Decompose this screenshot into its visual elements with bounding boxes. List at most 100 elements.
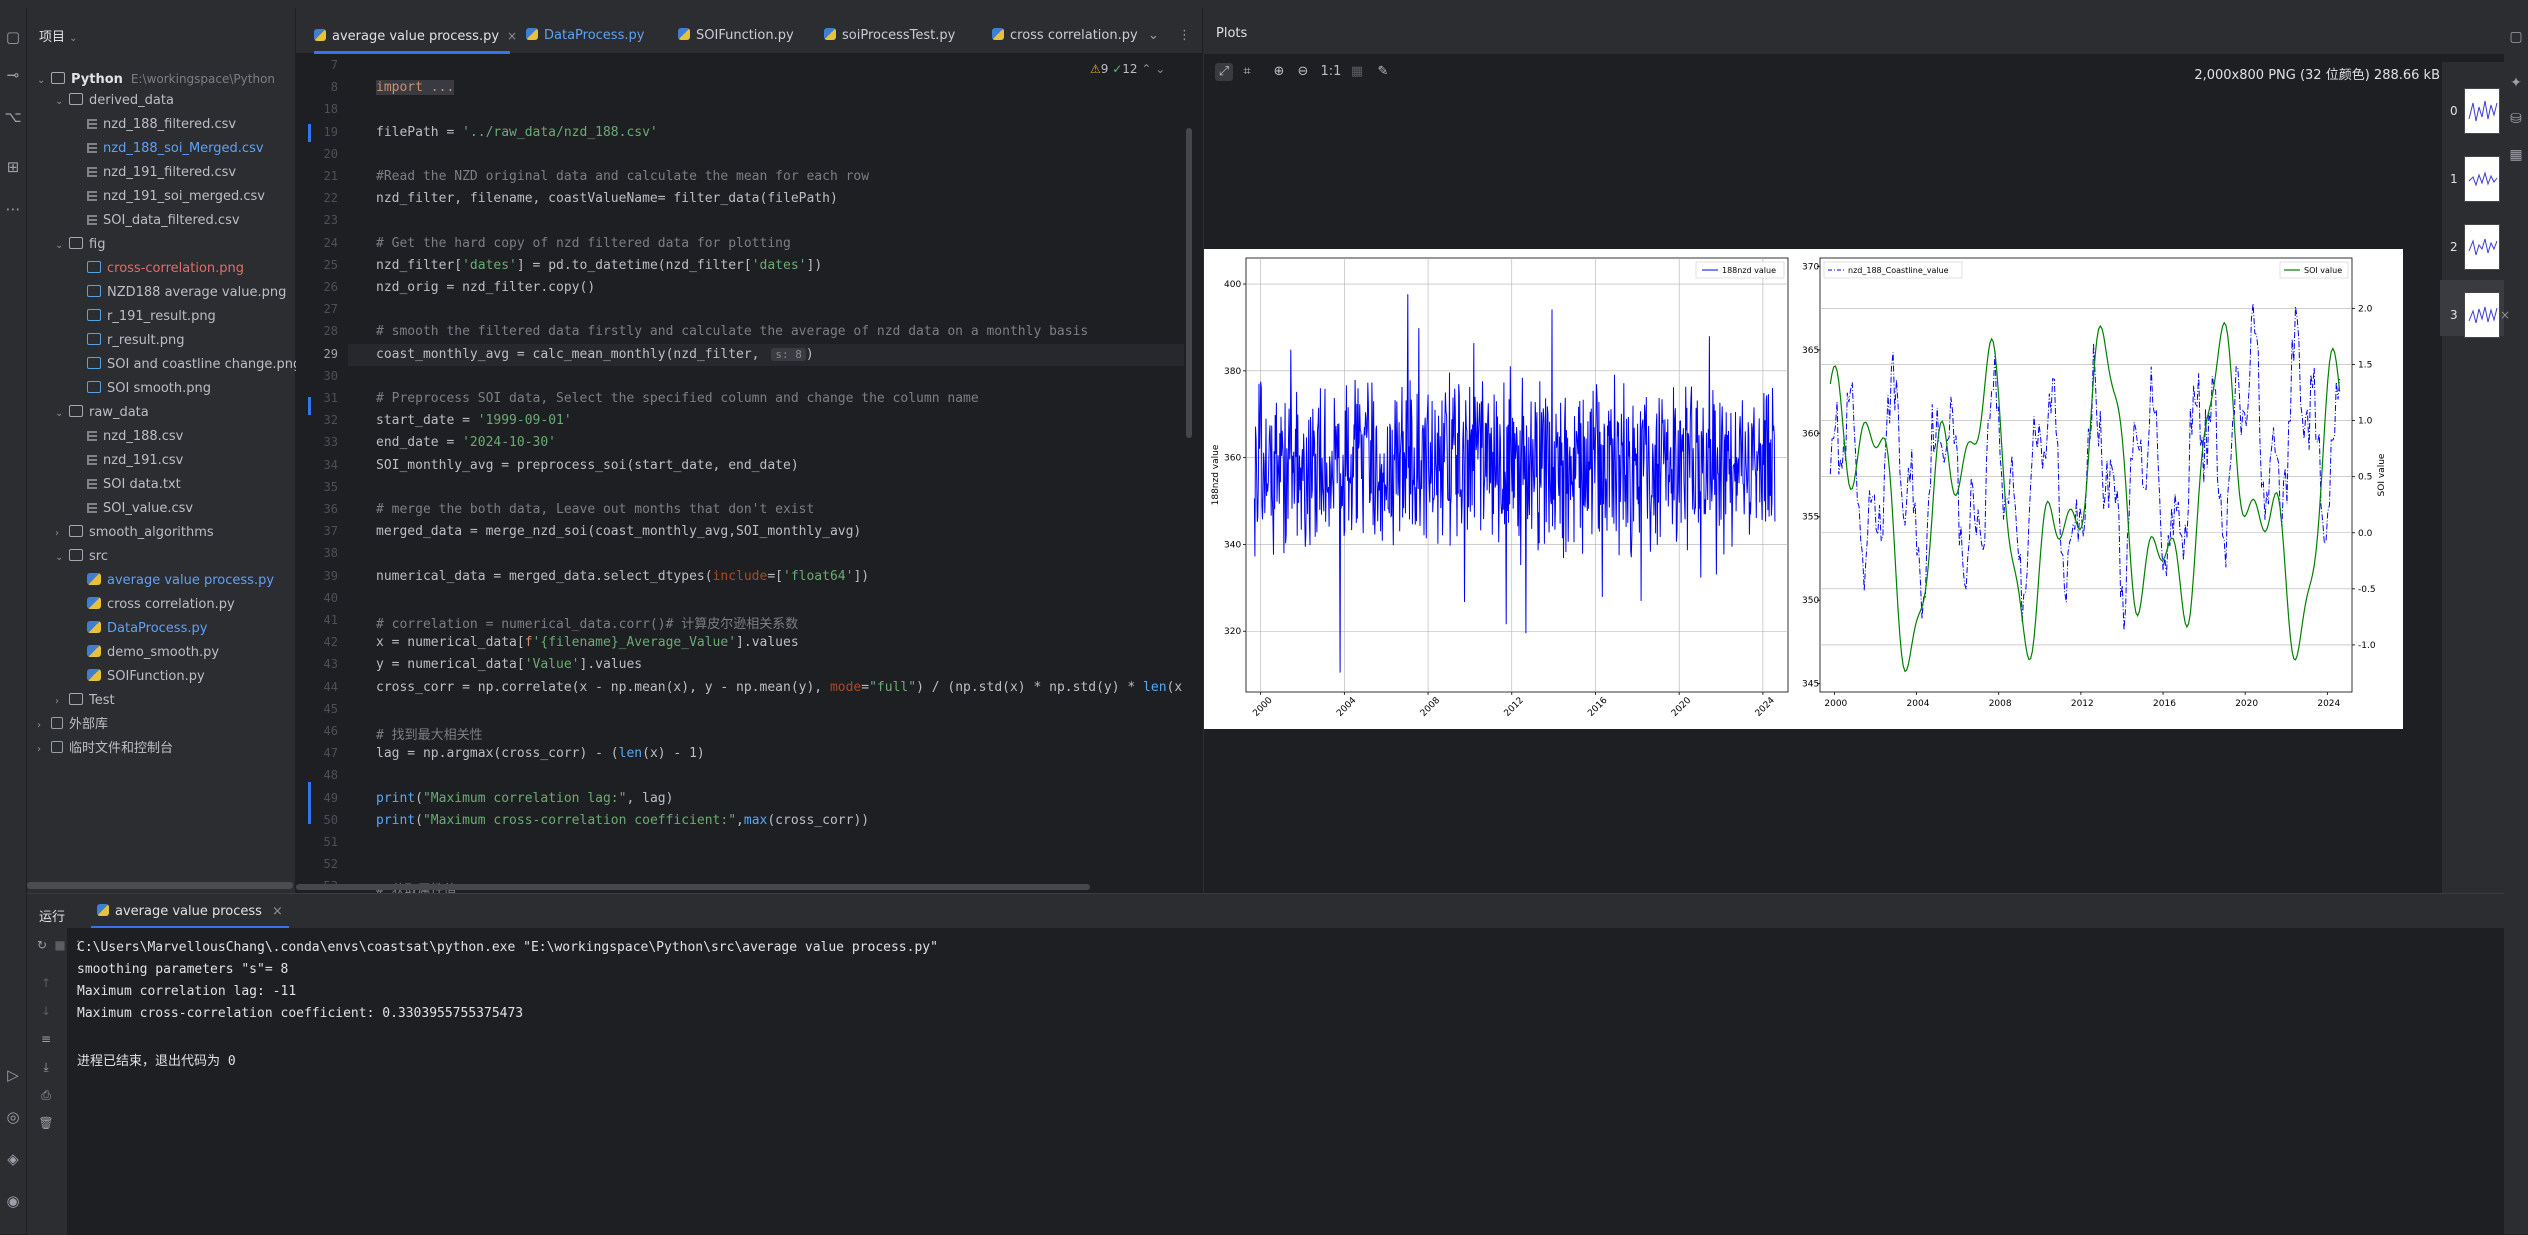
tree-item[interactable]: ⌄ derived_data: [55, 90, 174, 112]
tree-item[interactable]: nzd_188.csv: [87, 426, 183, 448]
thumbnail-3[interactable]: [2464, 292, 2500, 338]
code-line[interactable]: y = numerical_data['Value'].values: [376, 657, 642, 672]
soft-wrap-icon[interactable]: ≡: [40, 1032, 52, 1046]
thumbnail-2[interactable]: [2464, 224, 2500, 270]
code-line[interactable]: #Read the NZD original data and calculat…: [376, 169, 869, 184]
tree-item[interactable]: SOI and coastline change.png: [87, 354, 301, 376]
chevron-down-icon[interactable]: ⌄: [55, 240, 64, 251]
tabs-more-icon[interactable]: ⋮: [1178, 28, 1191, 43]
thumbnail-0[interactable]: [2464, 88, 2500, 134]
tree-item[interactable]: nzd_191_filtered.csv: [87, 162, 236, 184]
tree-item[interactable]: SOI_data_filtered.csv: [87, 210, 240, 232]
code-line[interactable]: # 找到最大相关性: [376, 724, 483, 743]
commit-icon[interactable]: ⊸: [6, 66, 20, 84]
tree-item[interactable]: ⌄ fig: [55, 234, 105, 256]
code-line[interactable]: # merge the both data, Leave out months …: [376, 502, 814, 517]
zoom-out-icon[interactable]: ⊖: [1297, 64, 1309, 79]
more-icon[interactable]: ⋯: [5, 200, 21, 218]
scroll-up-icon[interactable]: ↑: [40, 976, 52, 990]
code-line[interactable]: end_date = '2024-10-30': [376, 435, 556, 450]
tree-item[interactable]: cross correlation.py: [87, 594, 235, 616]
rerun-icon[interactable]: ↻: [36, 938, 48, 952]
code-line[interactable]: start_date = '1999-09-01': [376, 413, 572, 428]
database-icon[interactable]: ⛁: [2510, 111, 2522, 127]
tab-average-value-process[interactable]: average value process.py ×: [314, 26, 517, 54]
python-console-icon[interactable]: ◎: [6, 1108, 20, 1126]
tree-item[interactable]: nzd_191.csv: [87, 450, 183, 472]
thumbnail-1[interactable]: [2464, 156, 2500, 202]
close-icon[interactable]: ×: [271, 904, 283, 919]
notifications-icon[interactable]: ▢: [2509, 29, 2523, 45]
tree-item[interactable]: NZD188 average value.png: [87, 282, 286, 304]
tree-item[interactable]: › 外部库: [37, 714, 108, 736]
crop-icon[interactable]: ⌗: [1243, 64, 1251, 79]
plugins-icon[interactable]: ⊞: [6, 158, 20, 176]
editor-vertical-scrollbar[interactable]: [1186, 128, 1192, 438]
close-icon[interactable]: ×: [507, 29, 518, 43]
actual-size-button[interactable]: 1:1: [1320, 64, 1342, 79]
code-line[interactable]: import ...: [376, 80, 455, 96]
scroll-to-end-icon[interactable]: ⤓: [43, 1060, 49, 1074]
run-icon[interactable]: ▷: [7, 1066, 19, 1084]
zoom-in-icon[interactable]: ⊕: [1273, 64, 1285, 79]
trash-icon[interactable]: 🗑: [38, 1116, 54, 1130]
project-horizontal-scrollbar[interactable]: [27, 882, 293, 889]
code-line[interactable]: coast_monthly_avg = calc_mean_monthly(nz…: [376, 347, 814, 362]
tree-item[interactable]: › smooth_algorithms: [55, 522, 214, 544]
chevron-down-icon[interactable]: ⌄: [55, 96, 64, 107]
code-line[interactable]: # smooth the filtered data firstly and c…: [376, 324, 1088, 339]
code-line[interactable]: print("Maximum correlation lag:", lag): [376, 791, 673, 806]
packages-icon[interactable]: ◈: [7, 1150, 19, 1168]
services-icon[interactable]: ◉: [6, 1192, 20, 1210]
tree-item[interactable]: SOI_value.csv: [87, 498, 193, 520]
tree-item[interactable]: nzd_191_soi_merged.csv: [87, 186, 265, 208]
chevron-down-icon[interactable]: ⌄: [55, 408, 64, 419]
code-line[interactable]: nzd_filter, filename, coastValueName= fi…: [376, 191, 838, 206]
chevron-down-icon[interactable]: ⌄: [37, 75, 46, 86]
tree-item[interactable]: nzd_188_soi_Merged.csv: [87, 138, 264, 160]
code-line[interactable]: filePath = '../raw_data/nzd_188.csv': [376, 125, 658, 140]
tree-item[interactable]: demo_smooth.py: [87, 642, 219, 664]
inspection-widget[interactable]: ⚠9 ✓12 ⌃ ⌄: [1090, 62, 1165, 76]
stop-icon[interactable]: ■: [54, 938, 66, 952]
print-icon[interactable]: ⎙: [41, 1088, 51, 1102]
ai-assistant-icon[interactable]: ✦: [2510, 75, 2522, 91]
tree-item[interactable]: r_result.png: [87, 330, 185, 352]
tree-item[interactable]: r_191_result.png: [87, 306, 216, 328]
code-line[interactable]: # correlation = numerical_data.corr()# 计…: [376, 613, 798, 632]
close-icon[interactable]: ×: [2500, 308, 2511, 322]
color-picker-icon[interactable]: ✎: [1377, 64, 1389, 79]
tab-cross-correlation[interactable]: cross correlation.py: [992, 26, 1138, 54]
code-line[interactable]: nzd_orig = nzd_filter.copy(): [376, 280, 595, 295]
code-line[interactable]: print("Maximum cross-correlation coeffic…: [376, 813, 869, 828]
code-line[interactable]: merged_data = merge_nzd_soi(coast_monthl…: [376, 524, 861, 539]
project-panel-header[interactable]: 项目 ⌄: [27, 8, 295, 60]
code-line[interactable]: # Get the hard copy of nzd filtered data…: [376, 236, 791, 251]
chevron-down-icon[interactable]: ⌄: [69, 33, 78, 44]
tree-item[interactable]: ⌄ raw_data: [55, 402, 149, 424]
editor-horizontal-scrollbar[interactable]: [296, 884, 1090, 890]
fit-to-window-icon[interactable]: ⤢: [1215, 63, 1233, 81]
console-output[interactable]: C:\Users\MarvellousChang\.conda\envs\coa…: [77, 940, 938, 1072]
chevron-down-icon[interactable]: ⌄: [1155, 62, 1166, 76]
more-icon[interactable]: ⋮: [72, 938, 84, 952]
code-line[interactable]: x = numerical_data[f'{filename}_Average_…: [376, 635, 799, 650]
code-line[interactable]: numerical_data = merged_data.select_dtyp…: [376, 569, 869, 584]
chevron-right-icon[interactable]: ›: [55, 528, 59, 539]
code-line[interactable]: lag = np.argmax(cross_corr) - (len(x) - …: [376, 746, 705, 761]
chevron-down-icon[interactable]: ⌄: [55, 552, 64, 563]
tree-item[interactable]: nzd_188_filtered.csv: [87, 114, 236, 136]
code-line[interactable]: SOI_monthly_avg = preprocess_soi(start_d…: [376, 458, 799, 473]
tab-soifunction[interactable]: SOIFunction.py: [678, 26, 794, 54]
chevron-right-icon[interactable]: ›: [37, 744, 41, 755]
run-tab[interactable]: average value process ×: [91, 900, 289, 928]
grid-icon[interactable]: ▦: [1350, 64, 1364, 79]
project-icon[interactable]: ▢: [5, 28, 21, 46]
sciview-icon[interactable]: ▦: [2509, 147, 2523, 163]
tree-item[interactable]: SOI smooth.png: [87, 378, 211, 400]
chevron-up-icon[interactable]: ⌃: [1141, 62, 1152, 76]
code-editor[interactable]: ⚠9 ✓12 ⌃ ⌄ 7 8 18 19 20 21 22 23 24 25 26 27 28 29 30 3…: [296, 54, 1202, 898]
tree-root[interactable]: ⌄ Python E:\workingspace\Python: [37, 68, 275, 90]
chevron-right-icon[interactable]: ›: [37, 720, 41, 731]
tree-item[interactable]: DataProcess.py: [87, 618, 207, 640]
